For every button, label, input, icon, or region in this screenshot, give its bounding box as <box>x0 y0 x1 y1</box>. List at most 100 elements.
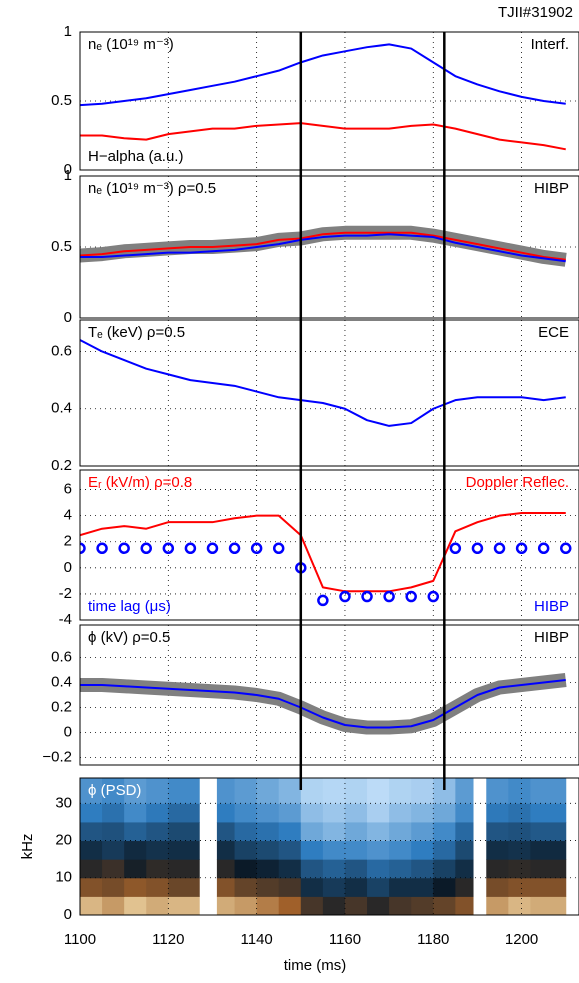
heat-cell <box>389 821 412 842</box>
heat-cell <box>389 896 412 915</box>
y-tick-label: 0 <box>64 906 72 923</box>
heat-cell <box>278 896 302 915</box>
heat-cell <box>455 840 474 860</box>
line <box>80 679 566 729</box>
heat-cell <box>508 877 531 897</box>
heat-cell <box>411 877 434 897</box>
heat-cell <box>508 859 531 879</box>
heat-cell <box>146 840 169 860</box>
heat-cell <box>168 821 200 842</box>
y-axis-label: kHz <box>19 834 36 860</box>
annotation: Tₑ (keV) ρ=0.5 <box>88 324 185 341</box>
heat-cell <box>216 877 236 897</box>
heat-cell <box>486 821 509 842</box>
line <box>80 43 566 107</box>
heat-cell <box>344 896 368 915</box>
heat-cell <box>455 821 474 842</box>
annotation: H−alpha (a.u.) <box>88 148 183 165</box>
marker <box>250 542 263 555</box>
x-tick-label: 1120 <box>152 931 184 948</box>
heat-cell <box>256 821 280 842</box>
heat-cell <box>344 859 368 879</box>
marker <box>361 590 373 603</box>
heat-cell <box>486 778 509 804</box>
marker <box>228 542 241 555</box>
x-tick-label: 1140 <box>241 931 273 948</box>
heat-cell <box>124 877 147 897</box>
y-tick-label: 6 <box>64 481 72 498</box>
y-tick-label: -4 <box>59 611 72 628</box>
heat-cell <box>124 859 147 879</box>
marker <box>493 542 506 555</box>
heat-cell <box>256 877 280 897</box>
heat-cell <box>455 877 474 897</box>
marker <box>537 542 550 555</box>
heat-cell <box>234 877 258 897</box>
heat-cell <box>530 821 567 842</box>
heat-cell <box>102 877 125 897</box>
annotation: time lag (μs) <box>88 598 171 615</box>
heat-cell <box>455 859 474 879</box>
heat-cell <box>455 803 474 823</box>
heat-cell <box>80 896 103 915</box>
heat-cell <box>278 840 302 860</box>
heat-cell <box>146 778 169 804</box>
heat-cell <box>433 840 456 860</box>
marker <box>80 542 86 555</box>
y-tick-label: 0.2 <box>51 698 72 715</box>
y-tick-label: 0.2 <box>51 457 72 474</box>
heat-cell <box>389 778 412 804</box>
y-tick-label: −0.2 <box>42 748 72 765</box>
heat-cell <box>344 821 368 842</box>
heat-cell <box>216 821 236 842</box>
heat-cell <box>530 778 567 804</box>
y-tick-label: 0.6 <box>51 342 72 359</box>
marker <box>317 594 329 607</box>
heat-cell <box>411 896 434 915</box>
heat-cell <box>216 896 236 915</box>
heat-cell <box>278 803 302 823</box>
heat-cell <box>234 821 258 842</box>
heat-cell <box>80 840 103 860</box>
y-tick-label: 0.6 <box>51 648 72 665</box>
annotation: ϕ (kV) ρ=0.5 <box>88 629 170 646</box>
heat-cell <box>411 778 434 804</box>
heat-cell <box>168 877 200 897</box>
line <box>80 231 566 261</box>
heat-cell <box>278 877 302 897</box>
heat-cell <box>256 840 280 860</box>
heat-cell <box>530 859 567 879</box>
heat-cell <box>486 896 509 915</box>
heat-cell <box>411 859 434 879</box>
heat-cell <box>322 778 346 804</box>
heat-cell <box>146 877 169 897</box>
heat-cell <box>367 803 390 823</box>
heat-cell <box>411 803 434 823</box>
heat-cell <box>278 778 302 804</box>
heat-cell <box>367 859 390 879</box>
annotation: HIBP <box>534 629 569 646</box>
heat-cell <box>102 778 125 804</box>
marker <box>515 542 528 555</box>
heat-cell <box>216 803 236 823</box>
heat-cell <box>433 877 456 897</box>
heat-cell <box>433 821 456 842</box>
marker <box>383 590 395 603</box>
heat-cell <box>300 859 324 879</box>
marker <box>96 542 108 555</box>
heat-cell <box>389 840 412 860</box>
annotation: Eᵣ (kV/m) ρ=0.8 <box>88 474 192 491</box>
heat-cell <box>433 859 456 879</box>
annotation: Doppler Reflec. <box>466 474 569 491</box>
marker <box>162 542 175 555</box>
heat-cell <box>389 859 412 879</box>
heat-cell <box>234 896 258 915</box>
heat-cell <box>367 896 390 915</box>
annotation: ϕ (PSD) <box>88 782 141 799</box>
heat-cell <box>455 896 474 915</box>
line <box>80 339 566 427</box>
heat-cell <box>367 821 390 842</box>
line <box>80 233 566 263</box>
heat-cell <box>216 859 236 879</box>
